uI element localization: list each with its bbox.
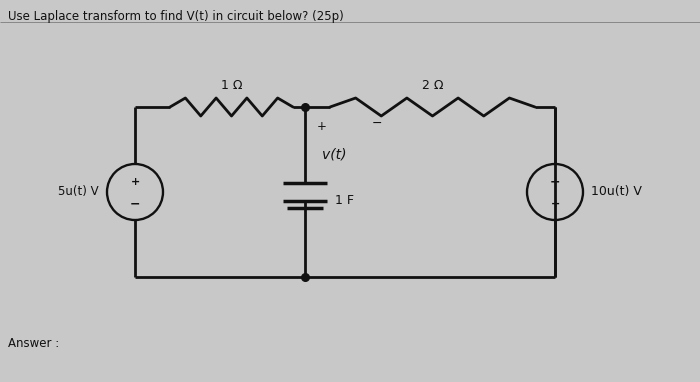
Text: Use Laplace transform to find V(t) in circuit below? (25p): Use Laplace transform to find V(t) in ci… bbox=[8, 10, 344, 23]
Text: −: − bbox=[130, 197, 140, 210]
Text: 10u(t) V: 10u(t) V bbox=[591, 186, 642, 199]
Text: +: + bbox=[550, 199, 559, 209]
Text: −: − bbox=[550, 175, 560, 188]
Text: −: − bbox=[372, 117, 382, 130]
Text: +: + bbox=[317, 120, 327, 133]
Text: 1 F: 1 F bbox=[335, 194, 354, 207]
Text: 1 Ω: 1 Ω bbox=[220, 79, 242, 92]
Text: 5u(t) V: 5u(t) V bbox=[58, 186, 99, 199]
Text: 2 Ω: 2 Ω bbox=[421, 79, 443, 92]
Text: +: + bbox=[130, 177, 139, 187]
Text: v(t): v(t) bbox=[322, 148, 346, 162]
Text: Answer :: Answer : bbox=[8, 337, 60, 350]
